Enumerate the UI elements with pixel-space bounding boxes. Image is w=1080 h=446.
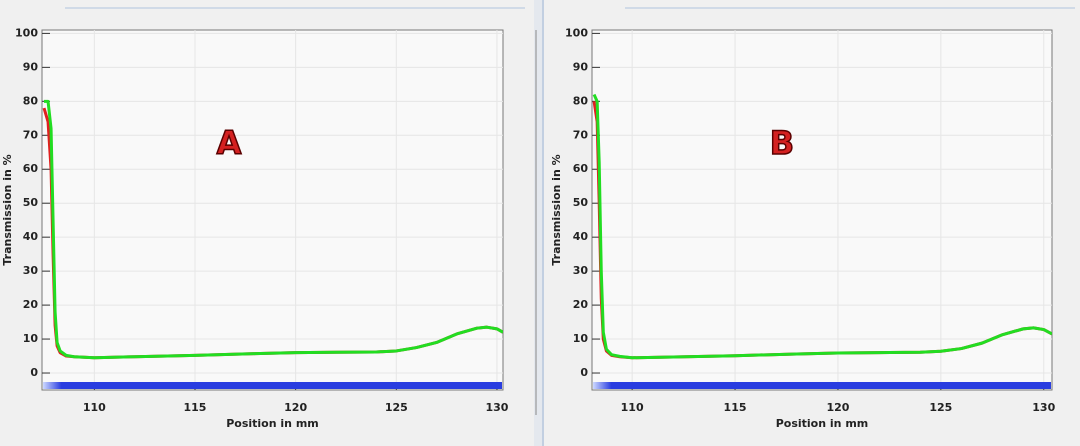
y-tick-label: 40 [573, 230, 589, 243]
plot-area [41, 29, 504, 391]
y-tick-label: 50 [573, 196, 589, 209]
x-tick-label: 115 [184, 401, 207, 414]
y-tick-label: 80 [23, 94, 39, 107]
x-tick-label: 125 [385, 401, 408, 414]
x-tick-label: 125 [929, 401, 952, 414]
y-axis-label: Transmission in % [550, 154, 563, 265]
y-tick-label: 90 [23, 60, 39, 73]
y-tick-label: 10 [23, 332, 39, 345]
divider [534, 0, 544, 446]
y-tick-label: 0 [30, 366, 38, 379]
y-tick-label: 30 [23, 264, 39, 277]
x-tick-label: 110 [621, 401, 644, 414]
x-tick-label: 120 [826, 401, 849, 414]
y-tick-label: 90 [573, 60, 589, 73]
y-tick-label: 10 [573, 332, 589, 345]
x-axis-label: Position in mm [776, 417, 869, 430]
y-tick-label: 40 [23, 230, 39, 243]
y-tick-label: 30 [573, 264, 589, 277]
position-bar [593, 382, 1051, 389]
x-tick-label: 120 [284, 401, 307, 414]
series-line [44, 99, 503, 360]
x-tick-label: 130 [1032, 401, 1055, 414]
x-tick-label: 110 [83, 401, 106, 414]
annotation: A [217, 124, 242, 162]
y-tick-label: 20 [23, 298, 39, 311]
y-tick-label: 80 [573, 94, 589, 107]
series-line [592, 93, 1052, 360]
y-tick-label: 70 [23, 128, 39, 141]
y-axis-label: Transmission in % [1, 154, 14, 265]
y-tick-label: 70 [573, 128, 589, 141]
position-bar [43, 382, 502, 389]
y-tick-label: 100 [15, 26, 38, 39]
y-tick-label: 60 [23, 162, 39, 175]
y-tick-label: 0 [580, 366, 588, 379]
y-tick-label: 50 [23, 196, 39, 209]
y-tick-label: 20 [573, 298, 589, 311]
x-axis-label: Position in mm [226, 417, 319, 430]
plot-area [591, 29, 1053, 391]
y-tick-label: 100 [565, 26, 588, 39]
y-tick-label: 60 [573, 162, 589, 175]
annotation: B [770, 124, 794, 162]
x-tick-label: 130 [485, 401, 508, 414]
x-tick-label: 115 [724, 401, 747, 414]
